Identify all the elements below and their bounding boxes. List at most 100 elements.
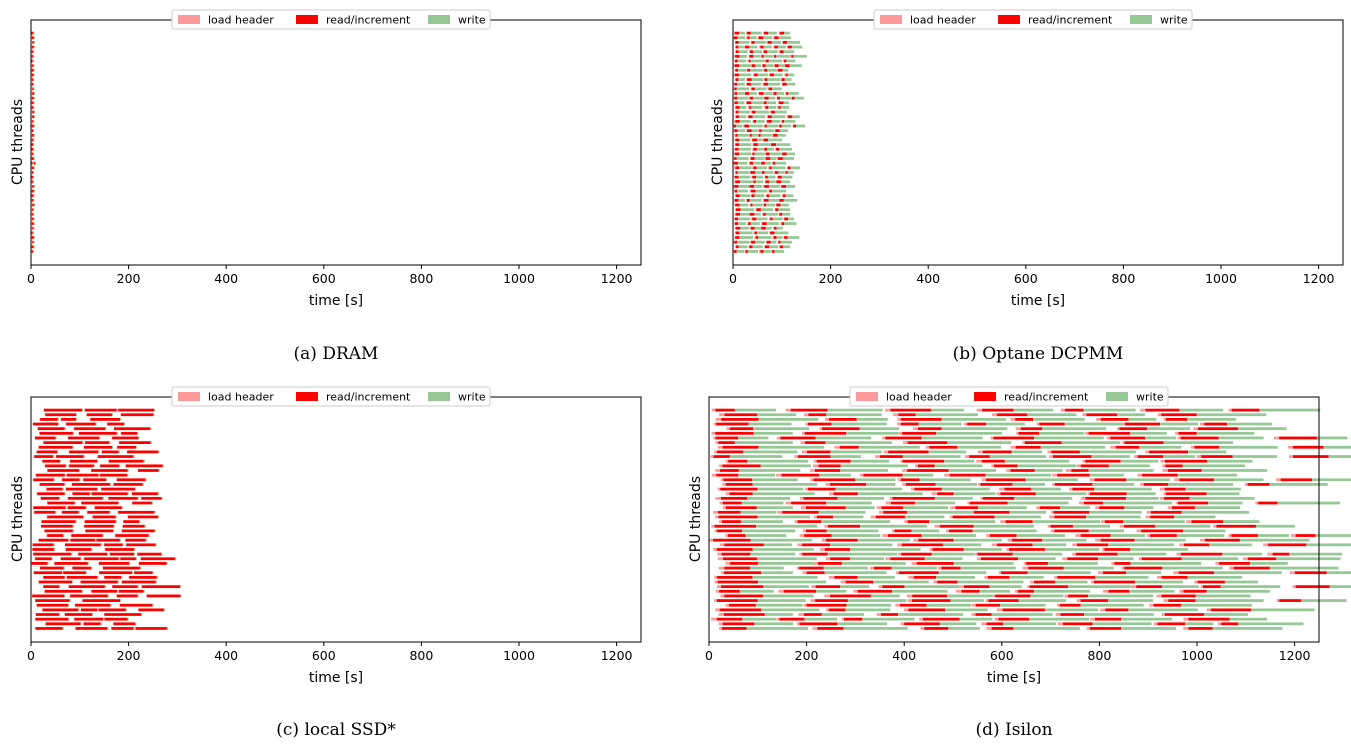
task-bar <box>57 450 59 454</box>
task-bar <box>1162 469 1168 472</box>
x-tick-label: 1200 <box>601 648 633 663</box>
task-bar <box>1013 408 1054 412</box>
task-bar <box>72 445 74 449</box>
task-bar <box>1186 520 1192 523</box>
task-bar <box>953 492 996 496</box>
task-bar <box>75 603 111 607</box>
task-bar <box>1259 408 1321 412</box>
task-bar <box>1093 580 1136 584</box>
task-bar <box>33 455 35 458</box>
task-bar <box>797 520 822 523</box>
task-bar <box>948 529 973 533</box>
task-bar <box>766 115 768 119</box>
task-bar <box>118 589 144 593</box>
task-bar <box>87 510 110 514</box>
task-bar <box>1136 529 1142 533</box>
task-bar <box>108 459 144 463</box>
task-bar <box>127 473 129 477</box>
legend-swatch <box>1130 15 1152 24</box>
task-bar <box>1035 492 1087 496</box>
task-bar <box>749 212 755 216</box>
task-bar <box>32 212 34 216</box>
task-bar <box>734 143 737 146</box>
task-bar <box>32 54 35 58</box>
task-bar <box>1055 613 1061 616</box>
task-bar <box>1108 464 1150 468</box>
task-bar <box>31 119 33 123</box>
legend-swatch <box>296 392 318 401</box>
task-bar <box>735 166 740 170</box>
task-bar <box>31 180 34 184</box>
task-bar <box>31 129 34 133</box>
task-bar <box>890 501 915 505</box>
task-bar <box>32 171 35 174</box>
task-bar <box>1054 529 1089 533</box>
task-bar <box>738 161 748 165</box>
task-bar <box>885 436 922 440</box>
task-bar <box>719 520 722 523</box>
task-bar <box>1179 408 1223 412</box>
task-bar <box>735 54 740 58</box>
task-bar <box>764 185 769 188</box>
task-bar <box>754 226 761 230</box>
task-bar <box>929 548 933 551</box>
task-bar <box>31 194 34 198</box>
task-bar <box>736 157 749 160</box>
task-bar <box>805 422 808 426</box>
task-bar <box>1080 534 1111 537</box>
task-bar <box>787 166 791 170</box>
task-bar <box>729 455 783 458</box>
task-bar <box>881 506 904 510</box>
task-bar <box>89 492 92 496</box>
task-bar <box>894 529 912 533</box>
task-bar <box>1159 496 1164 500</box>
task-bar <box>32 119 34 123</box>
task-bar <box>78 431 117 435</box>
task-bar <box>821 520 891 523</box>
task-bar <box>883 510 908 514</box>
task-bar <box>1054 515 1087 519</box>
legend-swatch <box>428 15 450 24</box>
legend-label: write <box>458 14 486 27</box>
task-bar <box>55 436 57 440</box>
task-bar <box>733 129 736 133</box>
task-bar <box>715 608 720 612</box>
task-bar <box>766 101 777 105</box>
task-bar <box>72 483 110 486</box>
task-bar <box>766 119 768 123</box>
task-bar <box>120 431 122 435</box>
task-bar <box>122 524 145 528</box>
task-bar <box>1064 594 1068 598</box>
task-bar <box>717 557 723 561</box>
task-bar <box>753 166 757 170</box>
task-bar <box>779 147 793 151</box>
task-bar <box>127 515 159 519</box>
task-bar <box>1301 599 1347 602</box>
task-bar <box>945 529 949 533</box>
task-bar <box>68 585 70 589</box>
task-bar <box>921 436 983 440</box>
task-bar <box>31 54 33 58</box>
task-bar <box>71 566 74 570</box>
task-bar <box>1179 589 1184 593</box>
task-bar <box>119 538 122 542</box>
task-bar <box>715 408 735 412</box>
task-bar <box>845 580 874 584</box>
task-bar <box>806 603 847 607</box>
x-tick-label: 600 <box>1014 271 1038 286</box>
task-bar <box>764 613 793 616</box>
task-bar <box>756 557 817 561</box>
task-bar <box>1050 524 1073 528</box>
task-bar <box>1196 431 1255 435</box>
task-bar <box>33 147 35 151</box>
legend-label: read/increment <box>1004 391 1089 404</box>
task-bar <box>1145 515 1151 519</box>
task-bar <box>778 101 784 105</box>
task-bar <box>752 73 755 77</box>
task-bar <box>777 157 783 160</box>
task-bar <box>926 603 971 607</box>
task-bar <box>721 627 747 630</box>
task-bar <box>1028 566 1064 570</box>
task-bar <box>97 575 99 579</box>
task-bar <box>115 515 117 519</box>
